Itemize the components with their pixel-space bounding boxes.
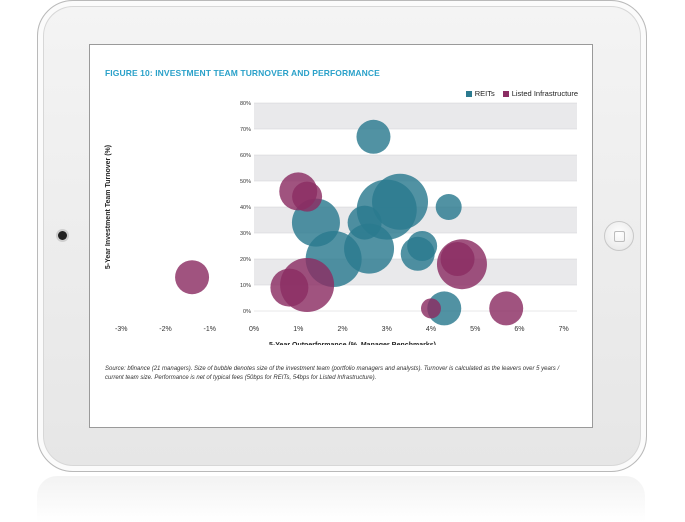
home-button[interactable] xyxy=(604,221,634,251)
x-tick-label: 6% xyxy=(514,326,524,333)
x-tick-label: 3% xyxy=(382,326,392,333)
x-tick-label: -1% xyxy=(204,326,216,333)
tick-labels: 0% 10% 20% 30% 40% 50% 60% 70% 80% -3% -2% -1% 0% 1% 2… xyxy=(115,101,569,333)
y-tick-label: 40% xyxy=(240,205,251,211)
legend-swatch-reits xyxy=(465,90,472,97)
x-tick-label: 1% xyxy=(293,326,303,333)
bubble-infra xyxy=(489,291,524,326)
y-tick-label: 20% xyxy=(240,257,251,263)
x-tick-label: 2% xyxy=(337,326,347,333)
y-axis-label: 5-Year Investment Team Turnover (%) xyxy=(105,145,112,269)
x-tick-label: -2% xyxy=(159,326,171,333)
bubble-infra xyxy=(420,298,441,319)
legend-label-infra: Listed Infrastructure xyxy=(511,89,578,98)
legend-item-infra: Listed Infrastructure xyxy=(502,89,578,98)
tablet-reflection xyxy=(37,476,645,522)
legend-label-reits: REITs xyxy=(474,89,495,98)
bubble-infra xyxy=(175,260,210,295)
y-tick-label: 10% xyxy=(240,283,251,289)
bubble-chart: 0% 10% 20% 30% 40% 50% 60% 70% 80% -3% -2% -1% 0% 1% 2… xyxy=(105,101,577,345)
axis-labels: 5-Year Outperformance (%, Manager Benchm… xyxy=(105,145,436,345)
home-square-icon xyxy=(614,231,625,242)
bubble-reits xyxy=(435,194,462,220)
legend-item-reits: REITs xyxy=(465,89,495,98)
bubble-reits xyxy=(407,231,438,261)
y-tick-label: 50% xyxy=(240,179,251,185)
x-tick-label: 4% xyxy=(426,326,436,333)
x-tick-label: -3% xyxy=(115,326,127,333)
y-tick-label: 60% xyxy=(240,153,251,159)
bubble-infra xyxy=(280,258,335,312)
bubble-infra xyxy=(440,242,475,276)
tablet-screen: FIGURE 10: INVESTMENT TEAM TURNOVER AND … xyxy=(89,44,593,428)
y-tick-label: 80% xyxy=(240,101,251,107)
camera-icon xyxy=(58,231,67,240)
chart-legend: REITs Listed Infrastructure xyxy=(465,89,578,98)
bubble-infra xyxy=(292,181,323,212)
y-tick-label: 0% xyxy=(243,309,251,315)
y-tick-label: 70% xyxy=(240,127,251,133)
figure-title: FIGURE 10: INVESTMENT TEAM TURNOVER AND … xyxy=(105,68,380,78)
bubble-reits xyxy=(356,119,391,154)
x-tick-label: 5% xyxy=(470,326,480,333)
x-tick-label: 0% xyxy=(249,326,259,333)
x-axis-label: 5-Year Outperformance (%, Manager Benchm… xyxy=(269,342,436,345)
y-tick-label: 30% xyxy=(240,231,251,237)
bubbles xyxy=(175,119,524,326)
x-tick-label: 7% xyxy=(559,326,569,333)
legend-swatch-infra xyxy=(502,90,509,97)
source-note: Source: bfinance (21 managers). Size of … xyxy=(105,366,560,381)
grid-band xyxy=(254,103,577,129)
